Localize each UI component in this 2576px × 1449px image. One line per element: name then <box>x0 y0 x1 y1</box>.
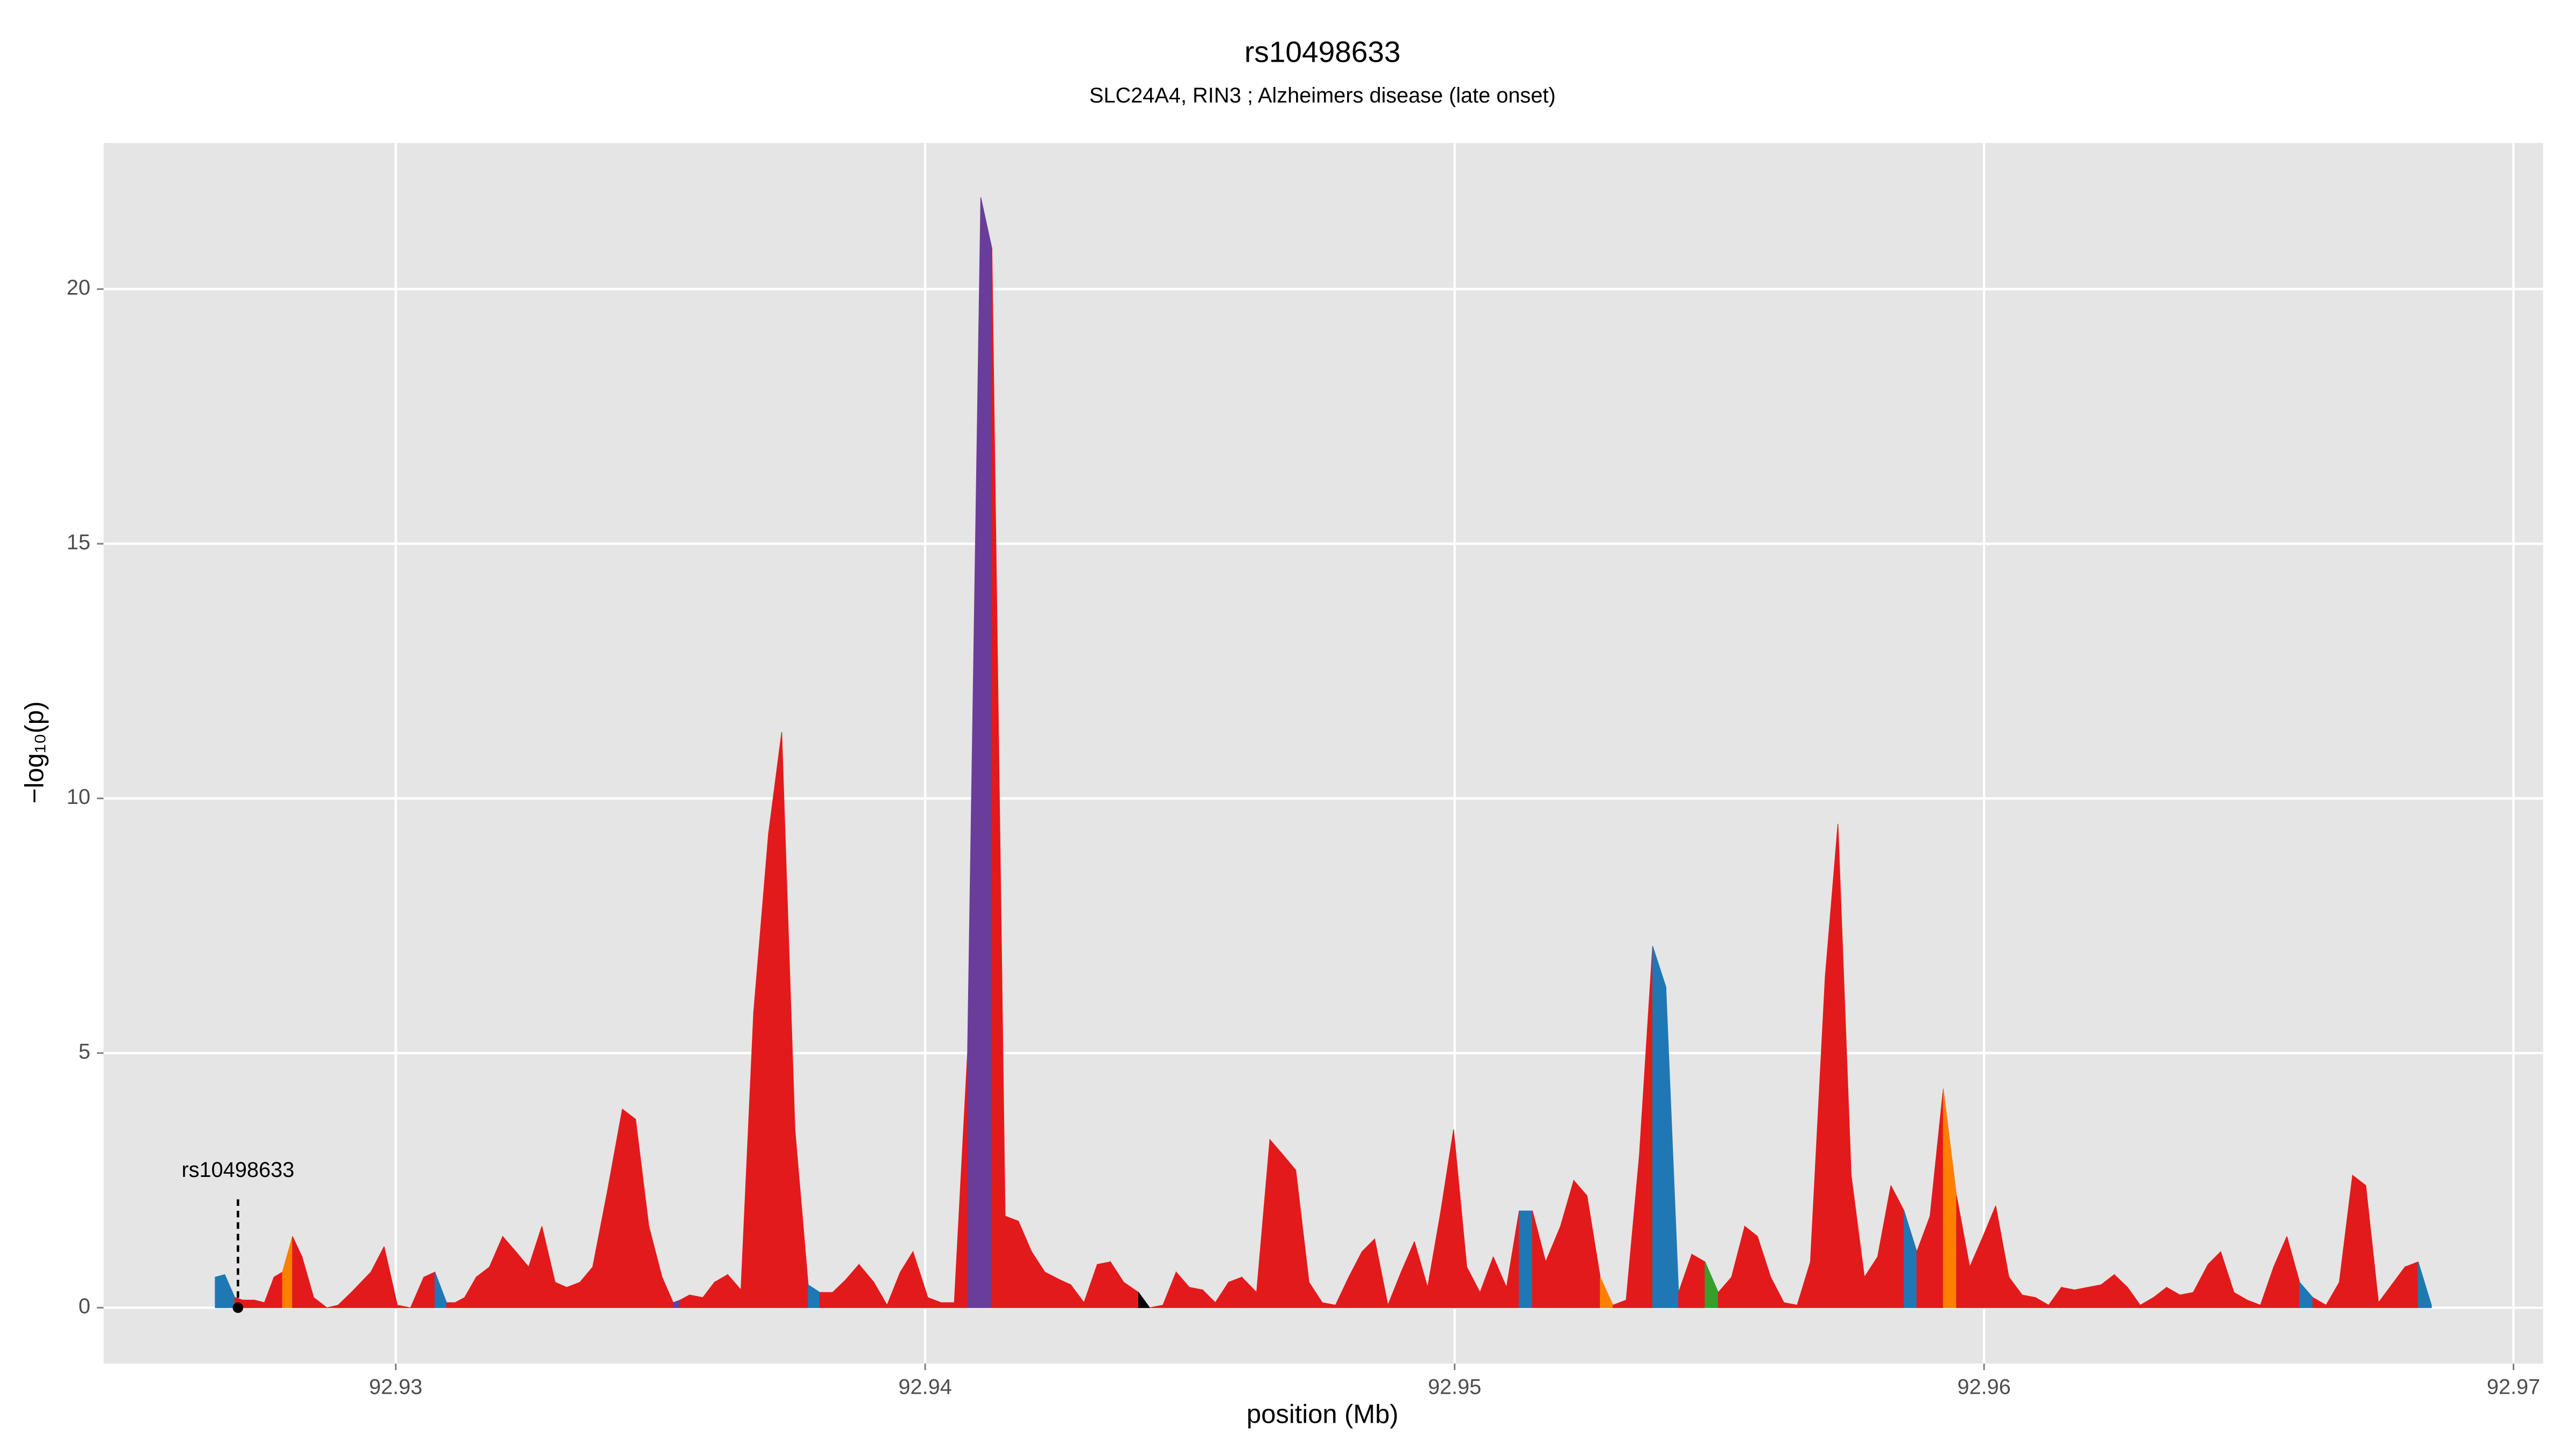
area-segment <box>1283 1154 1297 1308</box>
area-segment <box>1519 1210 1533 1308</box>
y-axis-title: −log₁₀(p) <box>20 701 49 804</box>
y-tick-label: 10 <box>67 785 90 809</box>
area-segment <box>940 1302 955 1308</box>
area-segment <box>2074 1287 2088 1308</box>
x-tick-label: 92.93 <box>369 1375 423 1399</box>
area-segment <box>1691 1254 1706 1308</box>
y-tick-label: 20 <box>67 276 90 299</box>
area-segment <box>2061 1287 2075 1308</box>
y-tick-label: 0 <box>78 1294 90 1318</box>
x-axis-title: position (Mb) <box>1247 1400 1399 1429</box>
annotation-point <box>232 1302 244 1313</box>
area-segment <box>622 1108 636 1308</box>
area-segment <box>423 1271 436 1308</box>
area-segment <box>215 1274 225 1308</box>
area-segment <box>689 1294 704 1308</box>
area-segment <box>2404 1261 2419 1308</box>
area-segment <box>2087 1284 2102 1308</box>
x-tick-label: 92.97 <box>2487 1375 2541 1399</box>
area-segment <box>446 1302 456 1308</box>
plot-panel <box>103 143 2543 1364</box>
area-segment <box>1652 946 1666 1308</box>
area-segment <box>1138 1291 1151 1308</box>
area-segment <box>1005 1215 1019 1308</box>
area-segment <box>768 732 782 1308</box>
area-segment <box>819 1292 833 1308</box>
axes: 0 5 10 15 20 92.93 92.94 92.95 92.96 92.97 <box>67 276 2540 1399</box>
x-tick-label: 92.95 <box>1428 1375 1482 1399</box>
area-segment <box>2418 1262 2432 1308</box>
chart-title: rs10498633 <box>1245 35 1401 69</box>
chart-subtitle: SLC24A4, RIN3 ; Alzheimers disease (late… <box>1089 84 1556 107</box>
area-segment <box>397 1305 411 1308</box>
area-segment <box>242 1299 255 1308</box>
area-segment <box>1744 1225 1758 1308</box>
area-segment <box>2022 1294 2036 1308</box>
area-marks: rs10498633 <box>181 197 2432 1313</box>
area-segment <box>1573 1179 1587 1308</box>
y-tick-label: 15 <box>67 531 90 554</box>
x-tick-label: 92.96 <box>1957 1375 2011 1399</box>
y-tick-label: 5 <box>78 1040 90 1064</box>
area-segment <box>313 1297 328 1308</box>
area-segment <box>1189 1287 1203 1308</box>
area-segment <box>273 1271 283 1308</box>
area-segment <box>2352 1174 2366 1308</box>
area-segment <box>1269 1138 1284 1308</box>
area-segment <box>2179 1292 2194 1308</box>
area-segment <box>980 197 992 1308</box>
annotation-label: rs10498633 <box>181 1158 294 1182</box>
area-segment <box>1228 1276 1242 1308</box>
x-tick-label: 92.94 <box>898 1375 952 1399</box>
area-segment <box>1059 1279 1071 1308</box>
area-segment <box>1096 1261 1111 1308</box>
